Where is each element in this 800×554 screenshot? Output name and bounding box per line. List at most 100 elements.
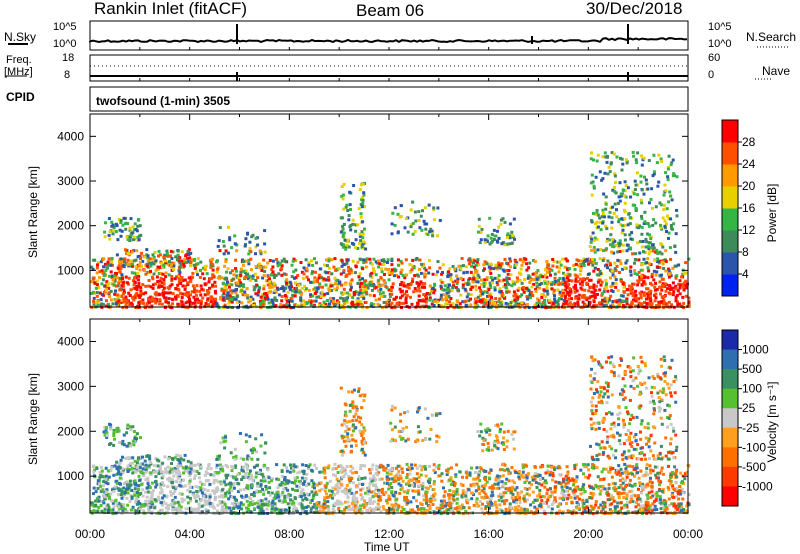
power-cell — [488, 281, 492, 285]
power-cell — [344, 282, 348, 286]
power-cell — [262, 258, 266, 262]
power-cell — [424, 304, 428, 308]
power-cell — [198, 289, 202, 293]
power-cell — [425, 222, 429, 226]
power-cell — [129, 217, 133, 221]
power-cell — [185, 294, 189, 297]
velocity-cell — [589, 504, 593, 508]
power-cell — [390, 257, 394, 261]
power-cell — [654, 273, 658, 277]
velocity-cell — [655, 476, 659, 480]
power-cell — [514, 302, 518, 306]
velocity-cell — [186, 495, 190, 499]
power-cell — [634, 158, 638, 162]
power-cell — [444, 297, 448, 301]
velocity-cell — [368, 471, 372, 475]
velocity-cell — [678, 485, 682, 488]
velocity-cell — [671, 484, 674, 488]
power-cell — [509, 259, 512, 263]
power-cell — [657, 261, 661, 265]
velocity-cell — [384, 467, 388, 470]
power-cell — [303, 288, 307, 292]
power-cell — [633, 188, 637, 191]
power-cell — [623, 299, 627, 303]
power-cell — [417, 286, 421, 290]
power-cell — [227, 296, 231, 300]
power-cell — [423, 222, 427, 226]
power-cell — [354, 271, 357, 275]
power-cell — [667, 217, 671, 221]
power-cell — [270, 298, 274, 302]
power-cell — [650, 275, 654, 279]
power-cell — [370, 302, 373, 306]
power-cell — [396, 212, 400, 216]
velocity-cell — [421, 465, 425, 469]
velocity-cell — [465, 499, 468, 503]
power-cell — [526, 303, 529, 306]
power-cell — [649, 299, 653, 303]
velocity-cell — [372, 476, 376, 480]
velocity-cell — [102, 494, 105, 498]
power-cell — [643, 210, 647, 214]
velocity-cell — [339, 478, 343, 482]
power-cell — [253, 285, 257, 289]
power-cell — [210, 285, 214, 289]
velocity-cell — [302, 472, 306, 476]
power-cell — [186, 258, 190, 262]
power-cell — [230, 291, 234, 295]
velocity-cell — [408, 472, 412, 476]
power-cell — [594, 213, 598, 216]
velocity-cell — [528, 481, 532, 485]
power-cell — [111, 274, 115, 278]
velocity-cell — [451, 497, 455, 501]
power-cell — [362, 281, 366, 285]
velocity-cell — [469, 483, 473, 487]
power-cell — [412, 290, 416, 294]
power-cell — [496, 283, 500, 287]
power-cell — [259, 295, 263, 299]
power-cell — [343, 302, 347, 306]
power-cell — [663, 219, 667, 223]
velocity-cell — [465, 501, 469, 504]
power-cell — [314, 270, 317, 274]
power-cell — [323, 292, 327, 296]
velocity-cell — [262, 475, 266, 479]
power-cell — [111, 232, 115, 236]
power-cell — [579, 267, 582, 271]
power-cell — [359, 183, 363, 187]
power-cell — [372, 294, 376, 298]
power-cell — [124, 275, 128, 279]
velocity-cell — [372, 474, 376, 478]
power-cell — [593, 250, 597, 254]
power-cell — [488, 283, 492, 287]
velocity-cell — [408, 484, 411, 488]
velocity-cell — [514, 471, 518, 474]
velocity-cell — [310, 490, 314, 494]
power-cell — [621, 162, 625, 166]
power-cell — [534, 275, 538, 279]
power-cell — [668, 284, 672, 287]
power-cell — [284, 273, 288, 277]
power-cell — [620, 168, 624, 172]
power-cell — [653, 258, 657, 262]
power-cell — [582, 264, 586, 267]
power-cell — [576, 275, 580, 279]
power-cell — [556, 260, 560, 264]
power-cell — [663, 183, 667, 187]
power-cell — [182, 263, 186, 266]
velocity-cell — [347, 475, 351, 478]
velocity-cell — [290, 502, 294, 506]
velocity-cell — [623, 470, 627, 474]
power-cell — [395, 273, 399, 277]
power-cell — [629, 287, 633, 291]
power-cell — [598, 269, 602, 273]
velocity-cell — [361, 503, 365, 507]
power-cell — [601, 212, 605, 215]
power-cell — [534, 289, 538, 293]
power-cell — [101, 278, 105, 282]
power-cell — [659, 259, 662, 263]
velocity-cell — [405, 462, 409, 466]
power-cell — [382, 258, 386, 262]
power-cell — [338, 281, 342, 285]
velocity-cell — [315, 501, 319, 505]
